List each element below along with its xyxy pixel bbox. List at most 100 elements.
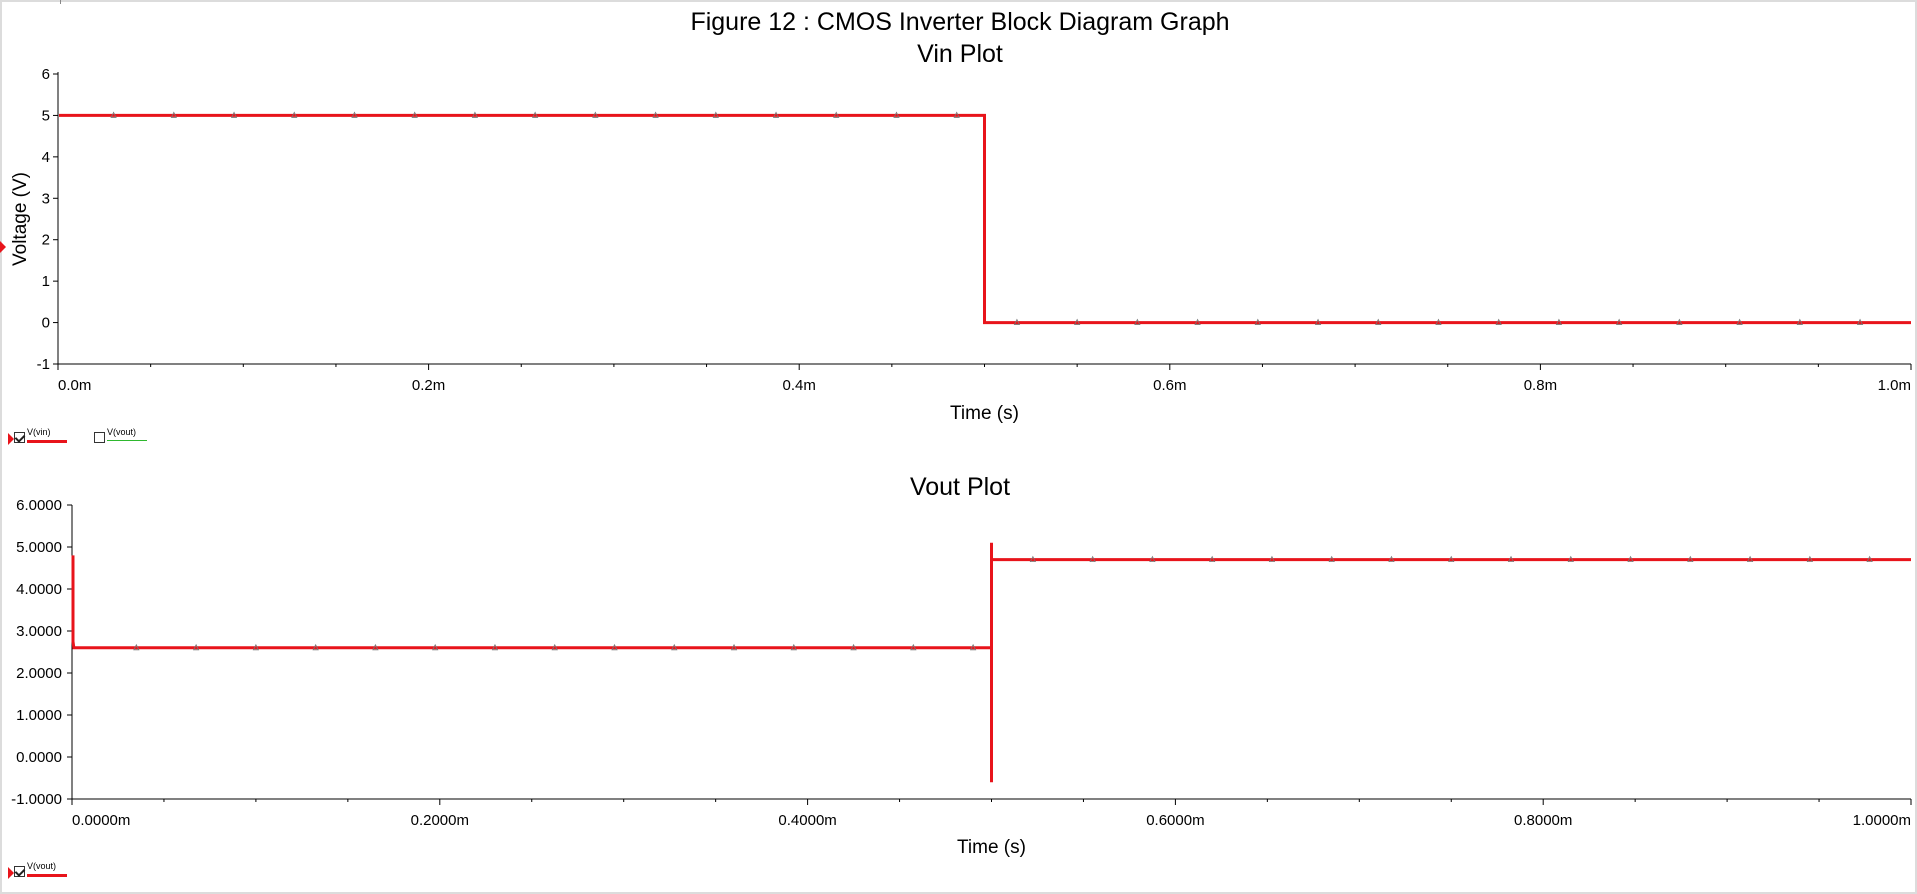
data-point-marker bbox=[671, 643, 678, 651]
data-point-marker bbox=[1448, 555, 1455, 562]
x-tick-label: 0.8000m bbox=[1514, 812, 1572, 829]
vout-plot: Vout Plot -1.0000 0.0000 1.0000 2.0000 3.0000… bbox=[11, 473, 1912, 858]
y-tick-label: 3 bbox=[42, 190, 50, 207]
legend-checkbox[interactable] bbox=[14, 432, 25, 443]
legend-bottom: V(vout) bbox=[14, 861, 94, 877]
data-point-marker bbox=[411, 111, 418, 118]
window-edge-mark bbox=[60, 0, 61, 4]
data-point-marker bbox=[1194, 318, 1201, 325]
data-point-marker bbox=[372, 643, 379, 651]
x-tick-label: 0.4000m bbox=[778, 812, 836, 829]
y-tick-label: 5.0000 bbox=[16, 539, 62, 556]
data-point-marker bbox=[192, 643, 200, 651]
data-point-marker bbox=[592, 111, 599, 118]
y-tick-label: 1.0000 bbox=[16, 707, 62, 724]
legend-checkbox[interactable] bbox=[94, 432, 105, 443]
y-tick-label: 2 bbox=[42, 232, 50, 249]
x-axis-label: Time (s) bbox=[950, 403, 1019, 424]
data-point-marker bbox=[1567, 555, 1574, 562]
series-line-V(vout) bbox=[71, 542, 1911, 783]
data-point-marker bbox=[110, 111, 117, 118]
data-point-marker bbox=[1375, 318, 1382, 325]
data-point-marker bbox=[712, 111, 719, 118]
data-point-marker bbox=[170, 111, 177, 118]
data-point-marker bbox=[833, 111, 840, 118]
legend-checkbox[interactable] bbox=[14, 866, 25, 877]
y-tick-label: 4 bbox=[42, 149, 50, 166]
x-tick-label: 1.0m bbox=[1878, 377, 1911, 394]
data-point-marker bbox=[351, 111, 358, 118]
y-tick-label: 5 bbox=[42, 107, 50, 124]
legend-top-item-1[interactable]: V(vout) bbox=[94, 427, 160, 443]
data-point-marker bbox=[432, 643, 439, 651]
data-point-marker bbox=[953, 111, 960, 118]
data-point-marker bbox=[312, 643, 319, 651]
data-point-marker bbox=[611, 643, 618, 651]
y-tick-label: 1 bbox=[42, 273, 50, 290]
data-point-marker bbox=[1736, 318, 1743, 325]
legend-swatch bbox=[107, 440, 147, 441]
data-point-marker bbox=[1616, 318, 1623, 325]
data-point-marker bbox=[1687, 555, 1694, 562]
data-point-marker bbox=[1254, 318, 1261, 325]
x-tick-label: 0.0000m bbox=[72, 812, 130, 829]
data-point-marker bbox=[1507, 555, 1515, 562]
y-tick-label: 0.0000 bbox=[16, 749, 62, 766]
data-point-marker bbox=[532, 111, 539, 118]
plot-title: Vout Plot bbox=[910, 473, 1010, 501]
data-point-marker bbox=[491, 643, 499, 651]
legend-top: V(vin) V(vout) bbox=[14, 427, 174, 443]
data-point-marker bbox=[551, 643, 558, 651]
legend-swatch bbox=[27, 874, 67, 877]
data-point-marker bbox=[1314, 318, 1322, 325]
y-axis-label: Voltage (V) bbox=[10, 172, 31, 266]
figure-title: Figure 12 : CMOS Inverter Block Diagram … bbox=[690, 8, 1229, 36]
data-point-marker bbox=[1495, 318, 1502, 325]
data-point-marker bbox=[790, 643, 797, 651]
y-tick-label: 4.0000 bbox=[16, 581, 62, 598]
y-tick-label: 3.0000 bbox=[16, 623, 62, 640]
legend-swatch bbox=[27, 440, 67, 443]
y-tick-label: -1 bbox=[37, 356, 50, 373]
data-point-marker bbox=[471, 111, 479, 118]
x-tick-label: 0.6m bbox=[1153, 377, 1186, 394]
legend-bottom-item-0[interactable]: V(vout) bbox=[14, 861, 80, 877]
legend-top-item-0[interactable]: V(vin) bbox=[14, 427, 80, 443]
data-point-marker bbox=[772, 111, 780, 118]
data-point-marker bbox=[1209, 555, 1216, 562]
y-tick-label: 6.0000 bbox=[16, 497, 62, 514]
x-axis-label: Time (s) bbox=[957, 837, 1026, 858]
x-tick-label: 0.2m bbox=[412, 377, 445, 394]
data-point-marker bbox=[1866, 555, 1873, 562]
data-point-marker bbox=[252, 643, 260, 651]
data-point-marker bbox=[1134, 318, 1141, 325]
legend-label: V(vout) bbox=[27, 861, 57, 871]
data-point-marker bbox=[1149, 555, 1156, 562]
x-tick-label: 0.8m bbox=[1524, 377, 1557, 394]
x-tick-label: 0.0m bbox=[58, 377, 91, 394]
x-tick-label: 0.6000m bbox=[1146, 812, 1204, 829]
x-tick-label: 1.0000m bbox=[1853, 812, 1911, 829]
data-point-marker bbox=[730, 643, 738, 651]
legend-marker-bottom[interactable] bbox=[8, 867, 14, 879]
data-point-marker bbox=[1089, 555, 1096, 562]
data-point-marker bbox=[1676, 318, 1683, 325]
data-point-marker bbox=[291, 111, 298, 118]
data-point-marker bbox=[1328, 555, 1335, 562]
data-point-marker bbox=[850, 643, 857, 651]
legend-marker-top[interactable] bbox=[8, 433, 14, 445]
data-point-marker bbox=[1435, 318, 1442, 325]
axis-marker-left[interactable] bbox=[0, 241, 6, 253]
data-point-marker bbox=[1806, 555, 1813, 562]
x-tick-label: 0.2000m bbox=[411, 812, 469, 829]
legend-label: V(vout) bbox=[107, 427, 137, 437]
series-line-V(vin) bbox=[59, 113, 1911, 325]
data-point-marker bbox=[1746, 555, 1754, 562]
y-tick-label: 0 bbox=[42, 315, 50, 332]
legend-label: V(vin) bbox=[27, 427, 51, 437]
data-point-marker bbox=[893, 111, 900, 118]
data-point-marker bbox=[1555, 318, 1563, 325]
vin-plot: Vin Plot -1 0 1 2 3 4 5 6 0.0m 0.2m 0.4m 0.6m 0.8m 1.0… bbox=[10, 40, 1912, 424]
